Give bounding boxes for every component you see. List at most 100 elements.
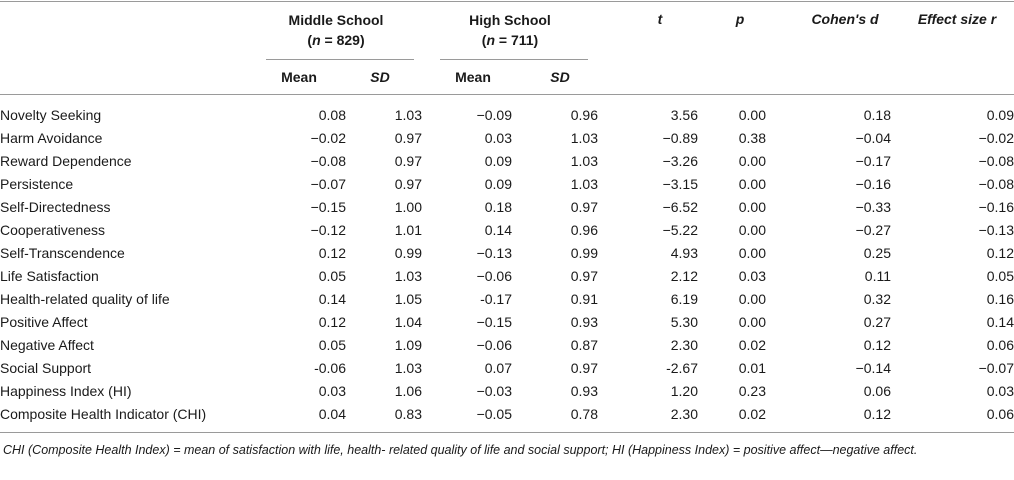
effect-size-r-cell: −0.07 xyxy=(978,360,1014,376)
hs-sd-cell: 1.03 xyxy=(570,130,598,146)
p-cell: 0.01 xyxy=(738,360,766,376)
t-cell: 4.93 xyxy=(670,245,698,261)
hs-sd-cell: 0.91 xyxy=(570,291,598,307)
t-cell: −3.15 xyxy=(662,176,698,192)
table-row: Harm Avoidance −0.02 0.97 0.03 1.03 −0.89 0.38… xyxy=(0,127,1014,150)
hs-mean-cell: −0.06 xyxy=(476,337,512,353)
data-table: Novelty Seeking 0.08 1.03 −0.09 0.96 3.56 0.00… xyxy=(0,104,1014,426)
ms-sd-cell: 1.03 xyxy=(394,360,422,376)
ms-sd-cell: 1.03 xyxy=(394,107,422,123)
middle-school-label: Middle School xyxy=(288,12,384,28)
ms-sd-cell: 0.99 xyxy=(394,245,422,261)
hs-mean-header: Mean xyxy=(455,69,491,85)
top-rule xyxy=(0,1,1014,2)
middle-school-n: (n = 829) xyxy=(307,32,365,48)
effect-size-r-cell: 0.09 xyxy=(986,107,1014,123)
table-row: Life Satisfaction 0.05 1.03 −0.06 0.97 2.12 0.… xyxy=(0,265,1014,288)
row-label: Health-related quality of life xyxy=(0,291,170,307)
hs-mean-cell: -0.17 xyxy=(480,291,512,307)
table-row: Happiness Index (HI) 0.03 1.06 −0.03 0.93 1.2… xyxy=(0,380,1014,403)
p-cell: 0.00 xyxy=(738,107,766,123)
hs-sd-cell: 0.87 xyxy=(570,337,598,353)
hs-mean-cell: 0.18 xyxy=(484,199,512,215)
effect-size-r-cell: 0.05 xyxy=(986,268,1014,284)
t-header: t xyxy=(657,11,663,27)
high-school-underline xyxy=(440,59,588,60)
table-row: Health-related quality of life 0.14 1.05 -0… xyxy=(0,288,1014,311)
table-row: Self-Transcendence 0.12 0.99 −0.13 0.99 4.93 0… xyxy=(0,242,1014,265)
t-cell: -2.67 xyxy=(666,360,698,376)
p-cell: 0.00 xyxy=(738,222,766,238)
hs-sd-cell: 0.97 xyxy=(570,268,598,284)
table-row: Self-Directedness −0.15 1.00 0.18 0.97 −6.52 0… xyxy=(0,196,1014,219)
table-row: Reward Dependence −0.08 0.97 0.09 1.03 −3.26 0… xyxy=(0,150,1014,173)
hs-sd-cell: 0.99 xyxy=(570,245,598,261)
ms-mean-header: Mean xyxy=(281,69,317,85)
t-cell: 1.20 xyxy=(670,383,698,399)
header-rule xyxy=(0,94,1014,95)
row-label: Composite Health Indicator (CHI) xyxy=(0,406,207,422)
t-cell: 2.12 xyxy=(670,268,698,284)
row-label: Harm Avoidance xyxy=(0,130,103,146)
ms-mean-cell: 0.12 xyxy=(318,314,346,330)
high-school-n: (n = 711) xyxy=(481,32,539,48)
ms-mean-cell: −0.12 xyxy=(310,222,346,238)
ms-sd-cell: 0.97 xyxy=(394,176,422,192)
ms-mean-cell: 0.08 xyxy=(318,107,346,123)
hs-mean-cell: −0.13 xyxy=(476,245,512,261)
row-label: Reward Dependence xyxy=(0,153,132,169)
effect-size-r-cell: −0.16 xyxy=(978,199,1014,215)
hs-mean-cell: −0.06 xyxy=(476,268,512,284)
table-row: Novelty Seeking 0.08 1.03 −0.09 0.96 3.56 0.00… xyxy=(0,104,1014,127)
ms-mean-cell: −0.02 xyxy=(310,130,346,146)
ms-sd-cell: 1.01 xyxy=(394,222,422,238)
effect-size-r-cell: 0.06 xyxy=(986,406,1014,422)
hs-sd-cell: 0.96 xyxy=(570,222,598,238)
p-cell: 0.02 xyxy=(738,406,766,422)
ms-mean-cell: −0.07 xyxy=(310,176,346,192)
effect-size-r-cell: −0.13 xyxy=(978,222,1014,238)
hs-sd-cell: 1.03 xyxy=(570,176,598,192)
hs-mean-cell: 0.09 xyxy=(484,176,512,192)
p-cell: 0.00 xyxy=(738,245,766,261)
middle-school-header: Middle School (n = 829) xyxy=(266,10,406,50)
t-cell: 2.30 xyxy=(670,406,698,422)
cohens-d-cell: 0.27 xyxy=(863,314,891,330)
bottom-rule xyxy=(0,432,1014,433)
t-cell: −5.22 xyxy=(662,222,698,238)
hs-mean-cell: 0.09 xyxy=(484,153,512,169)
p-cell: 0.23 xyxy=(738,383,766,399)
hs-sd-cell: 0.93 xyxy=(570,314,598,330)
row-label: Negative Affect xyxy=(0,337,94,353)
row-label: Novelty Seeking xyxy=(0,107,102,123)
cohens-d-cell: −0.33 xyxy=(855,199,891,215)
hs-mean-cell: 0.14 xyxy=(484,222,512,238)
t-cell: −6.52 xyxy=(662,199,698,215)
effect-size-r-cell: 0.16 xyxy=(986,291,1014,307)
p-cell: 0.00 xyxy=(738,153,766,169)
row-label: Happiness Index (HI) xyxy=(0,383,132,399)
ms-mean-cell: 0.05 xyxy=(318,337,346,353)
hs-mean-cell: −0.09 xyxy=(476,107,512,123)
effect-size-r-cell: 0.06 xyxy=(986,337,1014,353)
ms-mean-cell: 0.14 xyxy=(318,291,346,307)
cohens-d-cell: 0.25 xyxy=(863,245,891,261)
ms-mean-cell: 0.03 xyxy=(318,383,346,399)
row-label: Cooperativeness xyxy=(0,222,106,238)
cohens-d-cell: 0.12 xyxy=(863,406,891,422)
hs-sd-cell: 1.03 xyxy=(570,153,598,169)
cohens-d-cell: 0.11 xyxy=(864,268,891,284)
cohens-d-cell: 0.12 xyxy=(863,337,891,353)
p-cell: 0.38 xyxy=(738,130,766,146)
hs-mean-cell: −0.03 xyxy=(476,383,512,399)
hs-sd-cell: 0.93 xyxy=(570,383,598,399)
t-cell: −3.26 xyxy=(662,153,698,169)
ms-mean-cell: 0.04 xyxy=(318,406,346,422)
t-cell: −0.89 xyxy=(662,130,698,146)
t-cell: 5.30 xyxy=(670,314,698,330)
ms-mean-cell: 0.05 xyxy=(318,268,346,284)
p-cell: 0.03 xyxy=(738,268,766,284)
effect-size-r-cell: −0.08 xyxy=(978,153,1014,169)
p-cell: 0.00 xyxy=(738,176,766,192)
table-footnote: CHI (Composite Health Index) = mean of s… xyxy=(3,443,918,457)
